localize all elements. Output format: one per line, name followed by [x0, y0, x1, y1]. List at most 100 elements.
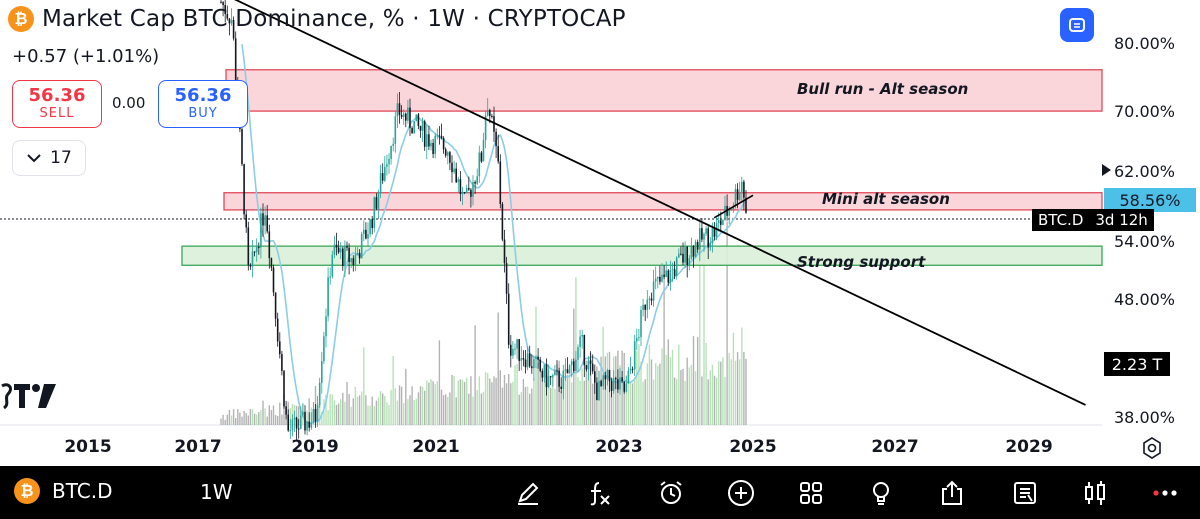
price-label-70: 70.00%	[1114, 102, 1176, 121]
volume-bar	[251, 409, 254, 425]
candle-body	[495, 131, 497, 147]
candle-body	[264, 215, 266, 226]
volume-bar	[232, 409, 235, 425]
candle-body	[505, 263, 508, 294]
candle-body	[709, 243, 712, 248]
collapse-legend-button[interactable]: 17	[12, 140, 86, 176]
candle-body	[745, 197, 747, 213]
candle-body	[377, 193, 380, 209]
candle-body	[291, 419, 294, 431]
symbol-button[interactable]: ₿ BTC.D	[14, 478, 113, 504]
add-button[interactable]	[726, 478, 756, 508]
candle-body	[230, 19, 233, 24]
ideas-button[interactable]	[866, 478, 896, 508]
volume-bar	[587, 361, 590, 425]
volume-bar	[222, 414, 224, 425]
chart-area[interactable]: ₿ Market Cap BTC Dominance, % · 1W · CRY…	[0, 0, 1200, 466]
share-button[interactable]	[937, 478, 967, 508]
indicator-count: 17	[50, 148, 72, 168]
candle-body	[667, 270, 670, 283]
volume-bar	[558, 360, 560, 425]
volume-bar	[728, 352, 730, 425]
trading-panel-button[interactable]	[1010, 478, 1040, 508]
candle-body	[474, 181, 476, 184]
candle-body	[413, 121, 415, 134]
settings-icon[interactable]	[1140, 436, 1164, 460]
candle-body	[692, 245, 695, 257]
volume-bar	[697, 337, 699, 425]
volume-bar	[730, 359, 732, 425]
candle-body	[547, 376, 550, 388]
alert-button[interactable]	[656, 478, 686, 508]
candle-body	[489, 110, 491, 116]
chart-type-button[interactable]	[1080, 478, 1110, 508]
candle-body	[736, 189, 739, 200]
volume-bar	[398, 385, 401, 425]
bitcoin-icon: ₿	[8, 6, 34, 32]
candle-body	[279, 341, 281, 355]
volume-bar	[655, 363, 657, 425]
candle-body	[669, 270, 672, 283]
candle-body	[514, 348, 516, 350]
candle-body	[262, 213, 264, 226]
volume-bar	[604, 356, 606, 425]
volume-bar	[220, 418, 222, 425]
candle-body	[255, 246, 258, 253]
price-chart[interactable]	[0, 0, 1200, 466]
volume-bar	[392, 355, 394, 425]
candle-body	[276, 318, 279, 342]
candle-body	[640, 309, 642, 338]
volume-bar	[463, 382, 466, 425]
candle-body	[583, 335, 586, 366]
volume-bar	[371, 396, 373, 425]
draw-button[interactable]	[513, 478, 543, 508]
candle-body	[602, 375, 604, 387]
candle-body	[348, 247, 350, 263]
buy-label: BUY	[188, 106, 218, 121]
candle-body	[646, 299, 649, 310]
buy-price: 56.36	[174, 85, 232, 106]
volume-bar	[594, 371, 596, 425]
indicators-button[interactable]	[584, 478, 614, 508]
candle-body	[314, 409, 317, 422]
candle-body	[617, 379, 619, 390]
candle-body	[636, 338, 638, 342]
volume-bar	[493, 376, 495, 425]
candle-body	[333, 244, 336, 255]
interval-button[interactable]: 1W	[200, 480, 233, 504]
tradingview-logo-icon	[1, 383, 56, 410]
volume-bar	[497, 312, 499, 425]
candle-body	[570, 361, 573, 366]
more-button[interactable]	[1150, 478, 1180, 508]
volume-bar	[377, 397, 380, 425]
price-label-54: 54.00%	[1114, 232, 1176, 251]
candle-body	[283, 370, 285, 407]
volume-bar	[224, 419, 226, 425]
chart-title: Market Cap BTC Dominance, % · 1W · CRYPT…	[42, 6, 626, 32]
candle-body	[272, 267, 275, 293]
volume-bar	[354, 386, 357, 425]
volume-bar	[495, 377, 497, 425]
candle-body	[293, 417, 296, 420]
candle-body	[360, 233, 363, 259]
layouts-button[interactable]	[796, 478, 826, 508]
candle-body	[539, 359, 541, 371]
candle-body	[642, 304, 644, 310]
volume-bar	[669, 357, 672, 425]
candle-body	[428, 134, 430, 147]
fullscreen-button[interactable]	[1060, 8, 1094, 42]
volume-bar	[631, 383, 634, 425]
volume-bar	[295, 405, 298, 425]
volume-bar	[266, 416, 268, 425]
volume-bar	[470, 376, 472, 425]
volume-bar	[436, 381, 438, 425]
candle-body	[701, 228, 703, 240]
sell-button[interactable]: 56.36 SELL	[12, 80, 102, 128]
ideas-icon	[873, 482, 889, 505]
candle-body	[440, 135, 443, 139]
volume-bar	[678, 344, 680, 425]
candle-body	[388, 158, 390, 165]
candle-body	[650, 298, 653, 301]
candle-body	[281, 354, 283, 371]
buy-button[interactable]: 56.36 BUY	[158, 80, 248, 128]
